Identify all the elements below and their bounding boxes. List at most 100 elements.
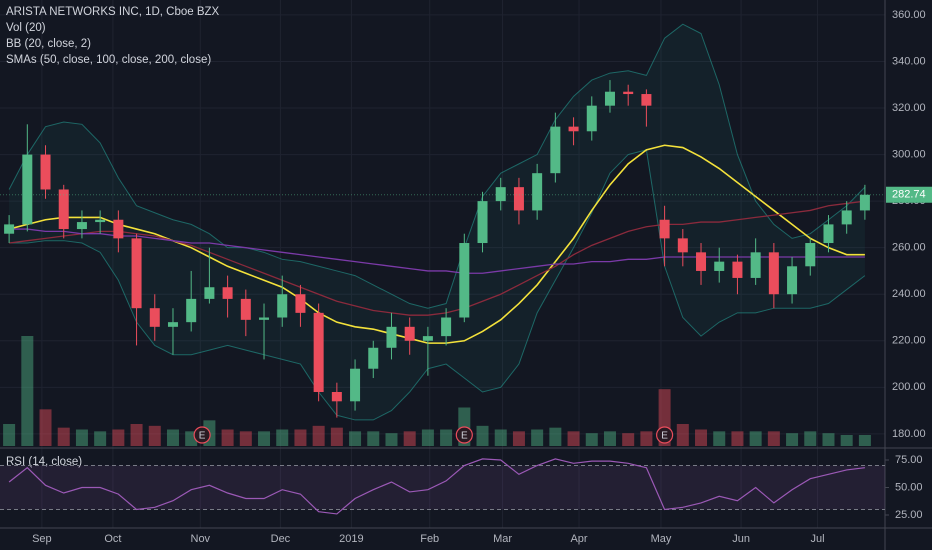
y-tick-label: 360.00: [892, 9, 926, 21]
rsi-band: [0, 465, 885, 510]
candle-body: [805, 243, 816, 267]
candle-body: [823, 224, 834, 244]
candle-body: [677, 238, 688, 253]
y-tick-label: 180.00: [892, 428, 926, 440]
y-tick-label: 340.00: [892, 55, 926, 67]
candle-body: [204, 287, 215, 299]
candle-body: [586, 105, 597, 132]
candle-body: [459, 243, 470, 318]
candle-body: [58, 189, 69, 230]
candle-body: [331, 391, 342, 402]
volume-bar: [695, 429, 708, 446]
rsi-tick-label: 25.00: [895, 509, 923, 521]
volume-bar: [822, 433, 835, 446]
volume-bar: [21, 336, 34, 446]
volume-bar: [403, 431, 416, 446]
candle-body: [532, 173, 543, 211]
candle-body: [641, 94, 652, 106]
volume-bar: [75, 429, 88, 446]
candle-body: [76, 222, 87, 230]
x-tick-label: Dec: [271, 533, 291, 545]
candle-body: [750, 252, 761, 278]
x-tick-label: Apr: [570, 533, 587, 545]
candle-body: [841, 210, 852, 225]
earnings-label: E: [199, 431, 206, 442]
x-tick-label: May: [651, 533, 672, 545]
volume-bar: [585, 433, 598, 446]
volume-bar: [749, 431, 762, 446]
x-tick-label: Sep: [32, 533, 52, 545]
candle-body: [732, 261, 743, 278]
candle-body: [259, 317, 270, 320]
sma-line: [9, 200, 865, 316]
candle-body: [222, 287, 233, 299]
legend-bb: BB (20, close, 2): [6, 38, 91, 50]
volume-bar: [330, 427, 343, 446]
candle-body: [95, 219, 106, 223]
candle-body: [550, 126, 561, 174]
volume-bar: [421, 429, 434, 446]
volume-bar: [731, 431, 744, 446]
volume-bar: [531, 429, 544, 446]
volume-bar: [840, 435, 853, 446]
rsi-tick-label: 75.00: [895, 454, 923, 466]
volume-bar: [567, 431, 580, 446]
bb-upper: [8, 23, 866, 309]
volume-bar: [676, 424, 689, 446]
candle-body: [696, 252, 707, 271]
candle-body: [4, 224, 15, 234]
candle-body: [568, 126, 579, 132]
bb-fill: [9, 24, 865, 420]
candle-body: [768, 252, 779, 295]
bb-lower: [9, 149, 866, 421]
volume-bar: [148, 425, 161, 446]
volume-bar: [549, 427, 562, 446]
candle-body: [659, 219, 670, 239]
rsi-line: [8, 458, 865, 515]
y-tick-label: 320.00: [892, 102, 926, 114]
candle-body: [422, 336, 433, 341]
candle-body: [404, 326, 415, 341]
candle-body: [859, 194, 870, 211]
candle-body: [277, 294, 288, 318]
legend-sma: SMAs (50, close, 100, close, 200, close): [6, 54, 211, 66]
x-tick-label: Jun: [732, 533, 750, 545]
volume-bar: [239, 431, 252, 446]
candle-body: [513, 187, 524, 211]
candle-body: [350, 368, 361, 402]
x-tick-label: 2019: [339, 533, 363, 545]
volume-bar: [130, 424, 143, 446]
x-tick-label: Nov: [191, 533, 211, 545]
candle-body: [495, 187, 506, 202]
earnings-label: E: [461, 431, 468, 442]
candle-body: [186, 298, 197, 323]
candle-body: [295, 294, 306, 313]
volume-bar: [94, 431, 107, 446]
volume-bar: [512, 431, 525, 446]
candle-body: [441, 317, 452, 337]
volume-bar: [622, 433, 635, 446]
rsi-tick-label: 50.00: [895, 481, 923, 493]
last-price-label: 282.74: [892, 189, 926, 201]
earnings-marker: [455, 426, 473, 444]
volume-bar: [312, 425, 325, 446]
sma-line: [9, 228, 865, 274]
volume-bar: [221, 429, 234, 446]
x-tick-label: Oct: [104, 533, 121, 545]
candle-body: [113, 219, 124, 239]
candle-body: [787, 266, 798, 295]
volume-bar: [476, 425, 489, 446]
volume-bar: [57, 427, 70, 446]
y-tick-label: 200.00: [892, 381, 926, 393]
candle-body: [623, 91, 634, 95]
volume-bar: [349, 431, 362, 446]
candle-body: [604, 91, 615, 106]
volume-bar: [112, 429, 125, 446]
y-tick-label: 240.00: [892, 288, 926, 300]
y-tick-label: 300.00: [892, 148, 926, 160]
candle-body: [477, 201, 488, 244]
candle-body: [167, 322, 178, 327]
chart-title: ARISTA NETWORKS INC, 1D, Cboe BZX: [6, 6, 220, 18]
